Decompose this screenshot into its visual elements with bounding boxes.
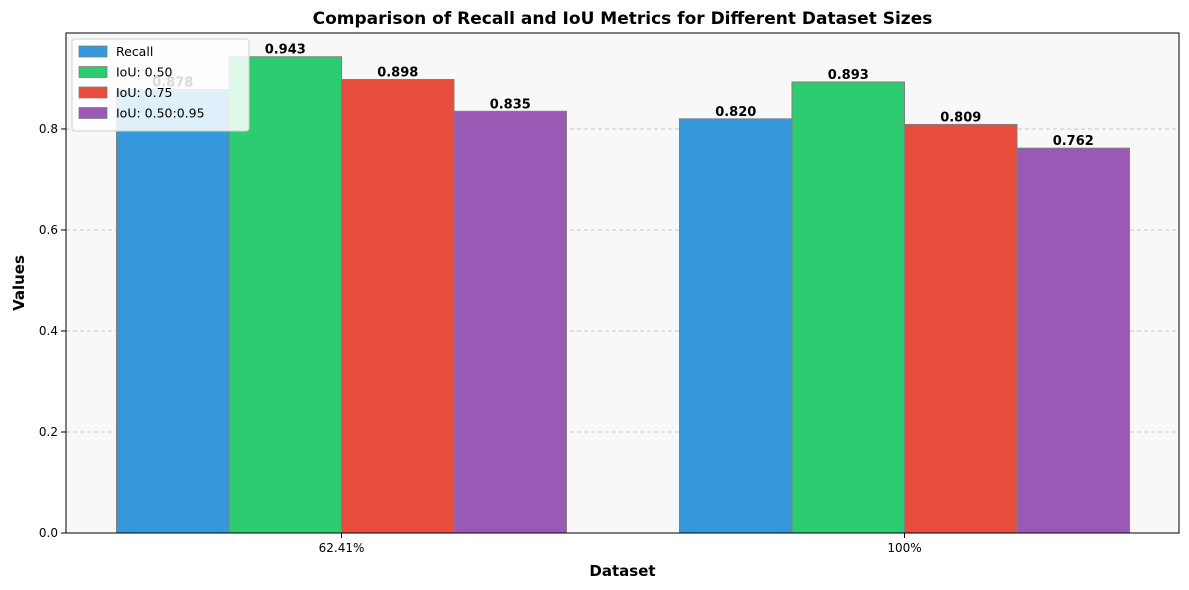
legend-label: Recall — [116, 44, 153, 59]
y-tick-label: 0.4 — [39, 324, 58, 338]
bar — [904, 123, 1018, 534]
legend-label: IoU: 0.50 — [116, 65, 173, 80]
x-tick-label: 100% — [887, 541, 921, 555]
x-axis-ticks: 62.41% 100% — [319, 533, 922, 555]
x-axis-label: Dataset — [589, 562, 655, 580]
y-tick-label: 0.8 — [39, 122, 58, 136]
y-tick-label: 0.2 — [39, 425, 58, 439]
legend: Recall IoU: 0.50 IoU: 0.75 IoU: 0.50:0.95 — [71, 38, 250, 132]
data-label: 0.820 — [715, 105, 756, 120]
legend-swatch — [78, 107, 108, 119]
legend-swatch — [78, 45, 108, 58]
y-axis-ticks: 0.0 0.2 0.4 0.6 0.8 — [39, 122, 66, 540]
data-label: 0.893 — [828, 68, 869, 83]
data-label: 0.835 — [490, 97, 531, 112]
bar — [453, 110, 567, 534]
legend-swatch — [78, 86, 108, 99]
x-tick-label: 62.41% — [319, 541, 365, 555]
bars — [116, 56, 1130, 534]
legend-box — [71, 38, 250, 132]
legend-item: IoU: 0.75 — [78, 85, 173, 100]
legend-item: IoU: 0.50 — [78, 65, 173, 80]
data-label: 0.943 — [265, 43, 306, 58]
legend-item: IoU: 0.50:0.95 — [78, 106, 205, 121]
data-label: 0.898 — [377, 65, 418, 80]
bar — [341, 78, 455, 534]
bar — [116, 89, 230, 534]
bar — [791, 81, 905, 534]
bar — [228, 56, 342, 534]
y-tick-label: 0.0 — [39, 526, 58, 540]
bar — [679, 118, 793, 534]
legend-label: IoU: 0.75 — [116, 85, 173, 100]
bar — [1016, 147, 1130, 534]
legend-item: Recall — [78, 44, 153, 59]
plot-frame — [65, 32, 1180, 534]
data-label: 0.809 — [940, 110, 981, 125]
legend-label: IoU: 0.50:0.95 — [116, 106, 205, 121]
y-axis-label: Values — [10, 255, 28, 311]
chart-title: Comparison of Recall and IoU Metrics for… — [313, 9, 933, 29]
data-label: 0.762 — [1053, 134, 1094, 149]
legend-swatch — [78, 66, 108, 78]
y-tick-label: 0.6 — [39, 223, 58, 237]
